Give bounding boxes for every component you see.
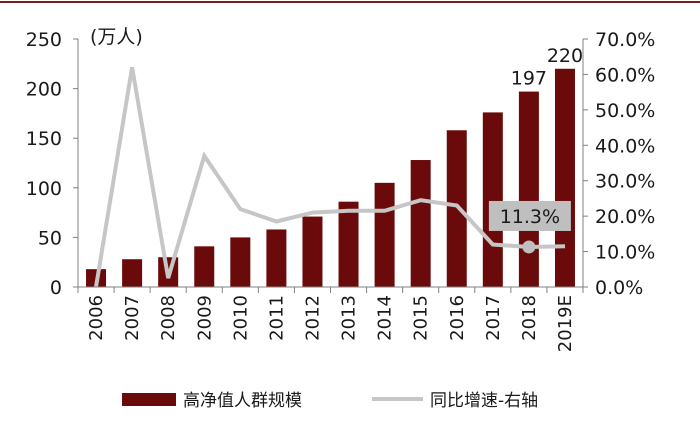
right-axis-tick-label: 70.0% [595,29,655,51]
x-axis-tick-label: 2018 [519,295,540,341]
bar [374,182,395,287]
bar-value-label: 220 [547,45,583,67]
legend-bar-swatch [122,393,176,406]
legend-line-label: 同比增速-右轴 [430,391,538,411]
left-axis-tick-label: 50 [38,227,62,249]
x-axis-tick-label: 2006 [86,295,107,341]
x-axis-tick-label: 2017 [483,295,504,341]
right-axis-tick-label: 10.0% [595,242,655,264]
legend: 高净值人群规模 同比增速-右轴 [122,391,538,411]
x-axis-tick-label: 2007 [122,295,143,341]
x-axis-tick-label: 2016 [447,295,468,341]
callout-box [488,200,571,231]
bar [266,229,287,287]
x-axis-tick-label: 2014 [375,295,396,341]
bar [302,216,323,287]
bar [518,91,539,288]
bar [446,130,467,287]
callout-marker [522,240,536,254]
x-axis-tick-label: 2012 [302,295,323,341]
x-axis-tick-label: 2009 [194,295,215,341]
left-axis-tick-label: 250 [26,29,62,51]
left-axis-tick-label: 100 [26,178,62,200]
growth-rate-line [94,66,566,288]
x-axis-tick-label: 2015 [411,295,432,341]
bar [554,68,575,287]
legend-bar-label: 高净值人群规模 [183,391,302,411]
x-axis-tick-label: 2019E [555,295,576,352]
x-axis-tick-label: 2008 [158,295,179,341]
right-axis-tick-label: 20.0% [595,206,655,228]
bar [338,201,359,287]
right-axis-tick-label: 60.0% [595,64,655,86]
right-axis-tick-label: 50.0% [595,100,655,122]
bar-series [86,68,575,288]
right-axis-tick-label: 40.0% [595,135,655,157]
bar [230,237,251,287]
right-y-axis: 0.0% 10.0% 20.0% 30.0% 40.0% 50.0% 60.0% 70.0% [582,29,655,299]
callout-label: 11.3% [500,206,560,228]
left-axis-tick-label: 200 [26,79,62,101]
right-axis-tick-label: 30.0% [595,171,655,193]
left-y-axis: 0 50 100 150 200 250 [26,29,79,299]
bar [410,160,431,287]
left-axis-unit-label: (万人) [90,26,143,48]
right-axis-tick-label: 0.0% [595,277,643,299]
left-axis-tick-label: 0 [50,277,62,299]
x-axis-tick-label: 2010 [230,295,251,341]
x-axis-tick-label: 2011 [266,295,287,341]
x-axis: 2006 2007 2008 2009 2010 2011 2012 2013 2014 2015… [77,286,584,352]
left-axis-tick-label: 150 [26,128,62,150]
bar [122,259,143,287]
bar-value-label: 197 [511,68,547,90]
bar [482,112,503,288]
bar [194,246,215,287]
line-series [94,66,566,288]
x-axis-tick-label: 2013 [339,295,360,341]
